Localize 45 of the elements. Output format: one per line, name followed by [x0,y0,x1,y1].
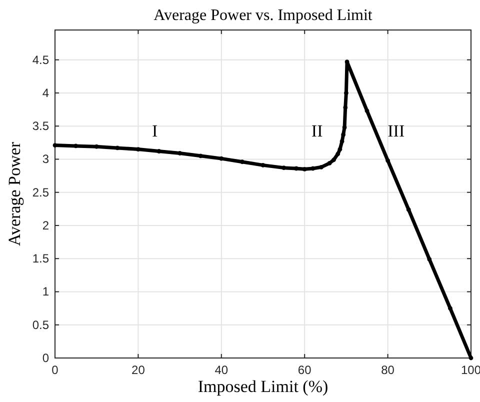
point [52,143,58,148]
x-tick-label: 0 [52,363,59,377]
point [427,257,432,262]
point [327,160,332,166]
point [198,154,203,158]
x-tick-label: 80 [381,363,395,377]
point [448,306,452,311]
point [136,147,140,152]
y-tick-label: 0 [42,351,50,365]
y-tick-label: 4.5 [32,52,50,67]
point [343,105,348,110]
point [340,139,344,144]
annotation: II [311,122,324,141]
point [338,147,342,152]
y-tick-label: 2.5 [32,185,50,200]
y-tick-label: 0.5 [32,318,50,332]
point [332,158,336,162]
y-axis-title: Average Power [5,142,24,246]
x-tick-label: 60 [298,363,312,377]
point [294,166,298,171]
annotation: I [152,122,158,141]
point [240,160,244,164]
x-tick-label: 40 [214,363,228,377]
annotation: III [388,122,405,141]
point [219,156,224,161]
y-tick-label: 2 [42,218,50,232]
point [178,151,182,156]
point [319,164,324,170]
y-tick-label: 3 [42,152,50,166]
chart-title: Average Power vs. Imposed Limit [154,7,373,24]
point [156,149,162,154]
y-tick-label: 4 [42,86,50,100]
point [260,162,266,168]
point [336,152,340,156]
y-tick-label: 3.5 [32,119,50,134]
x-axis-title: Imposed Limit (%) [198,377,328,396]
point [282,166,286,170]
point [74,144,78,148]
x-tick-label: 20 [132,363,146,377]
point [364,108,370,114]
point [386,158,390,163]
y-tick-label: 1 [42,284,50,299]
point [302,166,307,172]
y-tick-label: 1.5 [32,252,50,266]
point [406,207,411,212]
